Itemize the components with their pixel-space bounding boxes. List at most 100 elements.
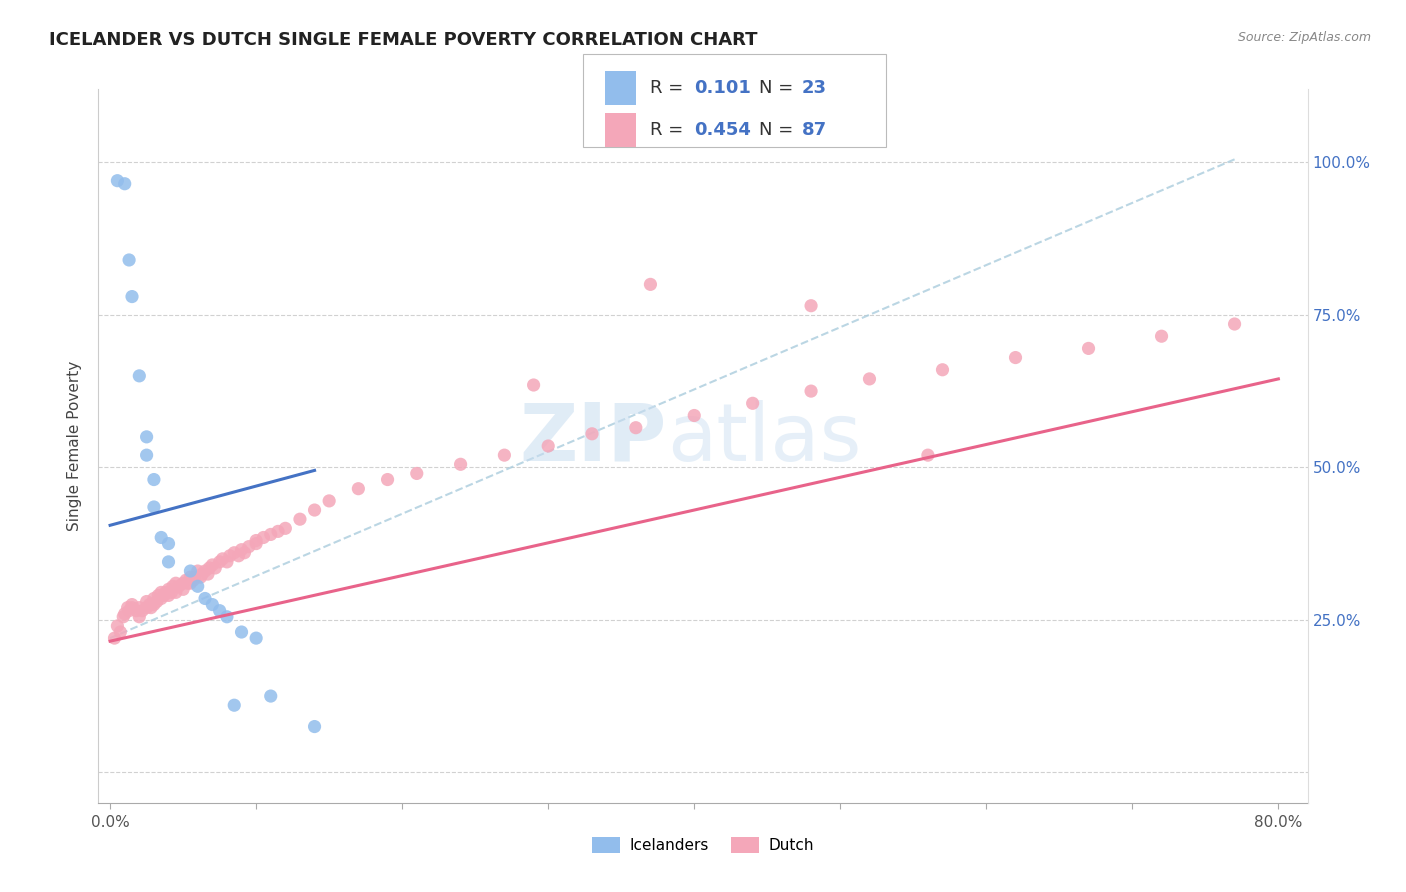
Point [165,576,187,591]
Point [114,607,136,621]
Point [245,631,267,645]
Point [187,564,209,578]
Point [260,689,283,703]
Point [131,604,153,618]
Point [741,396,763,410]
Point [128,609,150,624]
Point [194,591,217,606]
Point [260,527,283,541]
Point [931,363,953,377]
Point [208,555,231,569]
Point [183,573,205,587]
Text: N =: N = [759,79,799,97]
Point [858,372,880,386]
Point [157,589,180,603]
Point [118,604,141,618]
Point [252,531,274,545]
Point [179,576,201,591]
Point [172,576,194,591]
Point [288,512,311,526]
Point [125,604,148,618]
Point [167,579,190,593]
Point [138,598,160,612]
Point [197,567,219,582]
Point [304,720,326,734]
Point [184,570,207,584]
Point [118,252,141,267]
Point [150,585,173,599]
Point [494,448,516,462]
Text: 0.101: 0.101 [695,79,751,97]
Point [176,576,198,591]
Text: R =: R = [650,121,689,139]
Point [107,619,129,633]
Point [179,570,201,584]
Point [377,473,399,487]
Point [201,558,224,572]
Point [224,546,246,560]
Legend: Icelanders, Dutch: Icelanders, Dutch [586,831,820,859]
Point [103,631,125,645]
Point [160,585,183,599]
Point [683,409,706,423]
Point [107,174,129,188]
Text: N =: N = [759,121,799,139]
Point [146,594,169,608]
Point [172,582,194,597]
Point [1004,351,1026,365]
Point [194,564,217,578]
Y-axis label: Single Female Poverty: Single Female Poverty [67,361,83,531]
Point [1150,329,1173,343]
Point [624,420,647,434]
Point [215,609,238,624]
Point [228,549,250,563]
Point [233,546,256,560]
Point [201,598,224,612]
Point [405,467,427,481]
Point [142,598,165,612]
Point [211,551,233,566]
Point [800,384,823,398]
Point [142,500,165,514]
Text: 23: 23 [801,79,827,97]
Point [135,430,157,444]
Text: 0.454: 0.454 [695,121,751,139]
Point [1223,317,1246,331]
Point [135,600,157,615]
Point [304,503,326,517]
Point [110,625,132,640]
Point [135,448,157,462]
Point [537,439,560,453]
Point [139,600,162,615]
Point [153,589,176,603]
Point [204,561,226,575]
Point [800,299,823,313]
Point [238,540,260,554]
Point [179,564,201,578]
Point [523,378,546,392]
Point [318,494,340,508]
Point [267,524,290,539]
Point [190,570,212,584]
Point [450,458,472,472]
Point [150,591,173,606]
Point [142,591,165,606]
Point [198,561,221,575]
Point [121,598,143,612]
Point [917,448,939,462]
Point [215,555,238,569]
Point [142,473,165,487]
Text: atlas: atlas [666,400,860,478]
Point [157,555,180,569]
Point [128,368,150,383]
Point [231,625,253,640]
Point [150,531,173,545]
Point [640,277,662,292]
Point [581,426,603,441]
Point [231,542,253,557]
Point [1077,342,1099,356]
Point [208,604,231,618]
Point [121,600,143,615]
Point [117,600,139,615]
Text: 87: 87 [801,121,827,139]
